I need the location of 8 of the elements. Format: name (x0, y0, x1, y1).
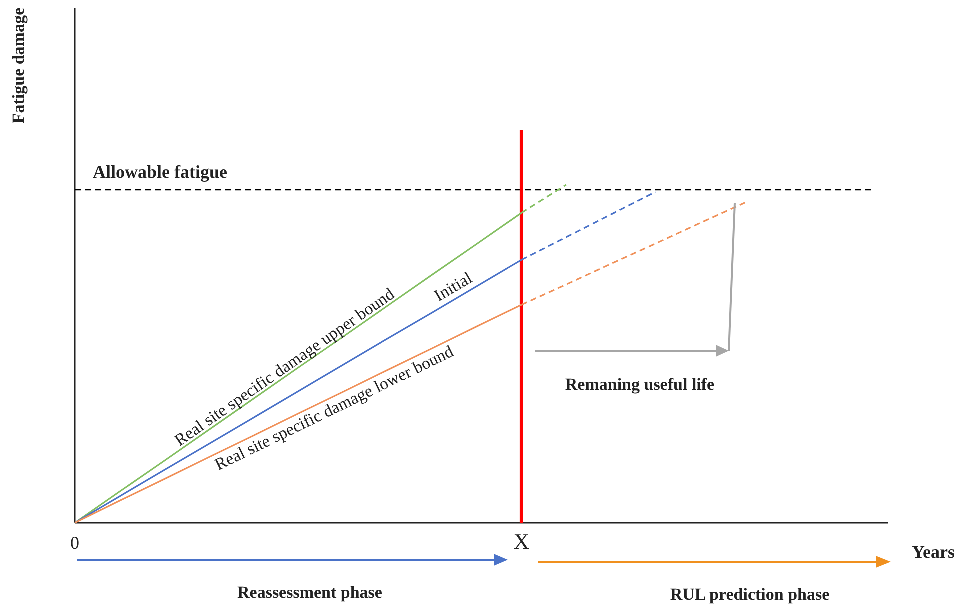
text: RUL prediction phase (670, 585, 830, 604)
text: Reassessment phase (238, 583, 383, 602)
annotation: Remaning useful life (565, 375, 716, 394)
ref-line-label: Allowable fatigue (93, 162, 228, 182)
x-tick-label: X (514, 529, 530, 554)
x-axis-title: Years (912, 542, 955, 562)
x-tick-label: 0 (70, 533, 80, 553)
y-axis-title: Fatigue damage (9, 8, 28, 124)
